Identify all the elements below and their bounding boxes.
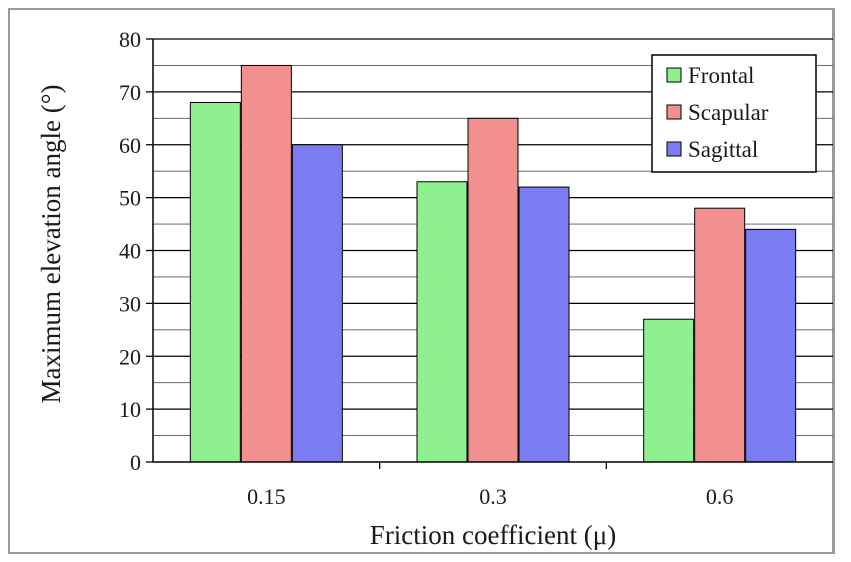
legend: Frontal Scapular Sagittal — [651, 54, 817, 173]
bars — [189, 64, 797, 463]
y-tick-label: 70 — [119, 80, 141, 105]
y-tick-label: 60 — [119, 133, 141, 158]
y-tick-label: 30 — [119, 291, 141, 316]
y-tick-label: 20 — [119, 344, 141, 369]
bar-sagittal-0.6 — [745, 228, 797, 463]
bar-scapular-0.15 — [240, 64, 292, 463]
x-tick-label: 0.3 — [479, 484, 507, 509]
y-tick-label: 50 — [119, 186, 141, 211]
legend-label-scapular: Scapular — [688, 100, 769, 125]
y-tick-label: 40 — [119, 239, 141, 264]
bar-frontal-0.3 — [416, 181, 468, 463]
bar-sagittal-0.15 — [291, 144, 343, 463]
legend-label-frontal: Frontal — [688, 63, 754, 88]
x-tick-label: 0.15 — [247, 484, 286, 509]
bar-scapular-0.6 — [694, 207, 746, 463]
legend-swatch-sagittal — [666, 141, 682, 157]
x-axis-title: Friction coefficient (μ) — [370, 520, 616, 550]
bar-frontal-0.15 — [189, 101, 241, 463]
bar-scapular-0.3 — [467, 117, 519, 463]
y-tick-labels: 0 10 20 30 40 50 60 70 80 — [119, 27, 153, 475]
x-tick-labels: 0.15 0.3 0.6 — [247, 462, 733, 509]
legend-swatch-frontal — [666, 67, 682, 83]
y-axis-title: Maximum elevation angle (°) — [36, 85, 66, 404]
x-tick-label: 0.6 — [706, 484, 734, 509]
bar-frontal-0.6 — [643, 318, 695, 463]
bar-sagittal-0.3 — [518, 186, 570, 463]
y-tick-label: 0 — [130, 450, 141, 475]
legend-label-sagittal: Sagittal — [688, 137, 758, 162]
y-tick-label: 10 — [119, 397, 141, 422]
y-tick-label: 80 — [119, 27, 141, 52]
legend-swatch-scapular — [666, 104, 682, 120]
